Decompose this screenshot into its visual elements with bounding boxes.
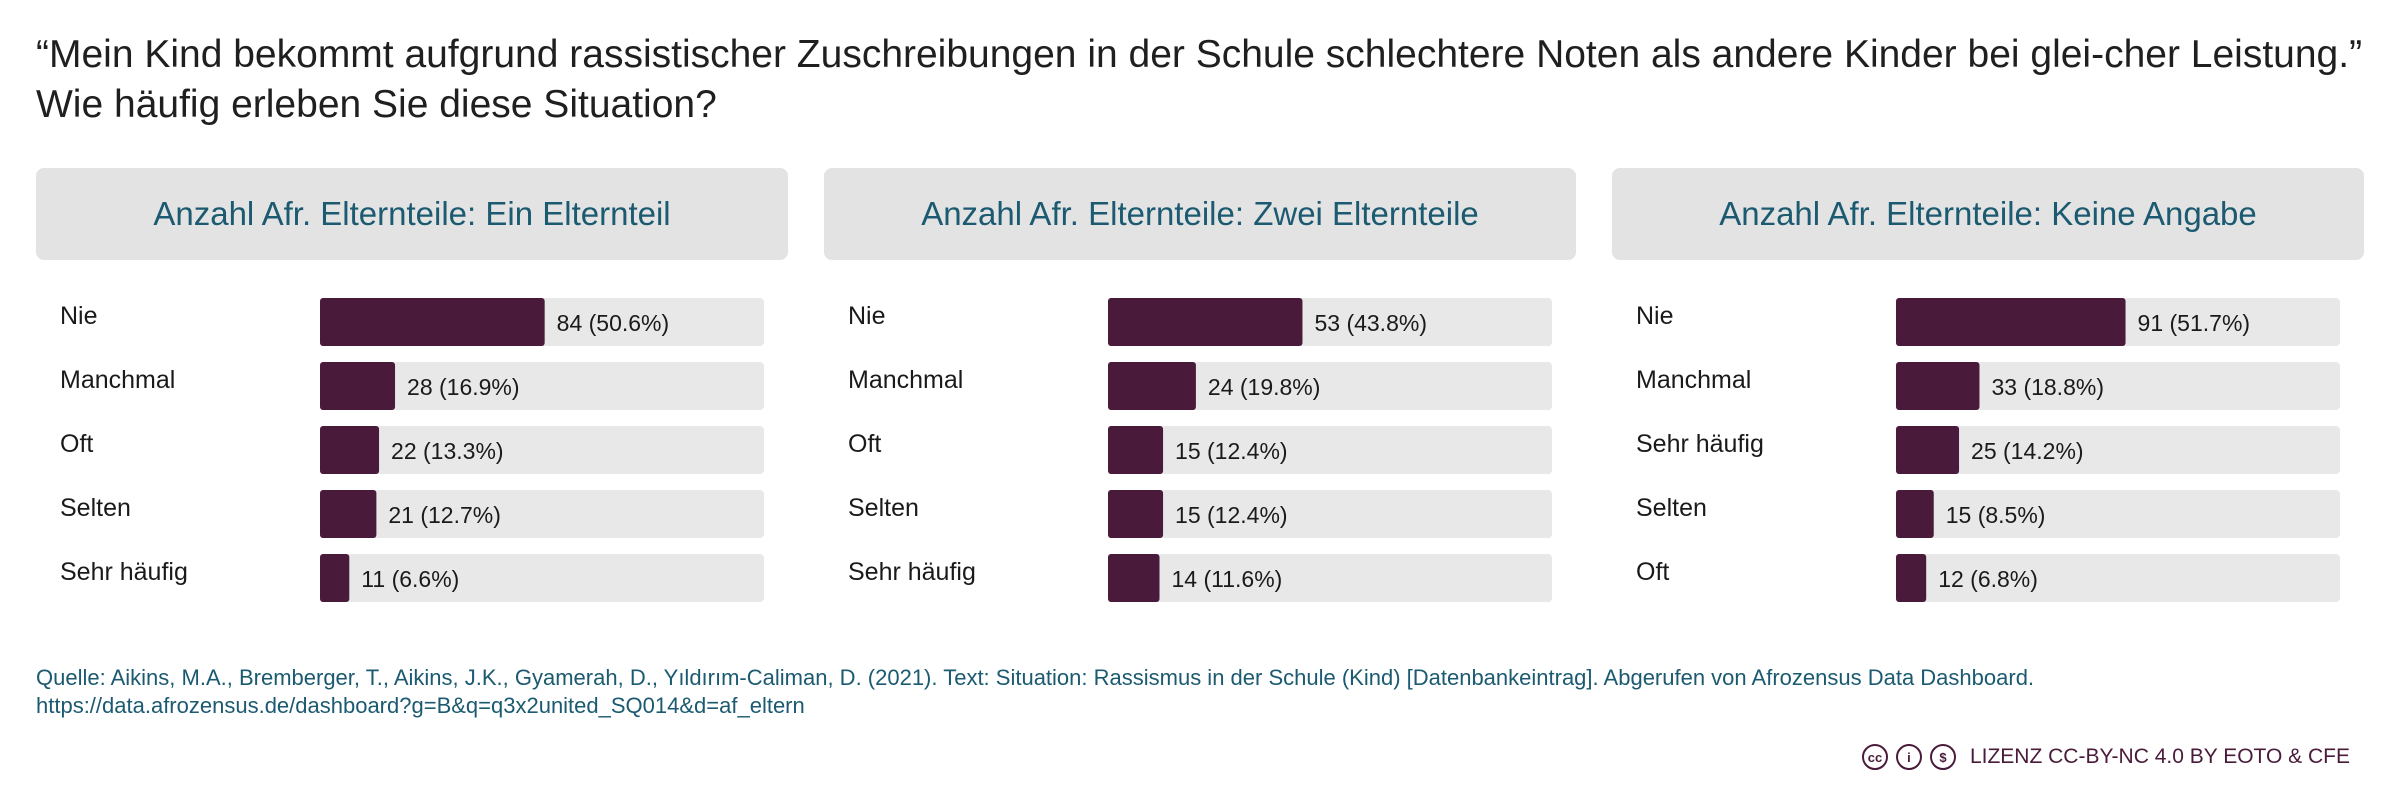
data-label: 84 (50.6%): [557, 310, 670, 336]
bar: [1896, 426, 1960, 474]
category-label: Sehr häufig: [848, 558, 976, 586]
license: cc i $ LIZENZ CC-BY-NC 4.0 BY EOTO & CFE: [1861, 740, 2350, 774]
bar-track: [320, 362, 764, 410]
data-label: 15 (12.4%): [1175, 502, 1288, 528]
data-label: 15 (8.5%): [1946, 502, 2046, 528]
bar: [1896, 554, 1927, 602]
by-icon: i: [1895, 744, 1922, 770]
bar-track: [1896, 426, 2340, 474]
bar: [320, 426, 380, 474]
data-label: 21 (12.7%): [388, 502, 501, 528]
data-label: 53 (43.8%): [1314, 310, 1427, 336]
category-label: Selten: [60, 494, 131, 522]
bar: [320, 554, 350, 602]
category-label: Sehr häufig: [60, 558, 188, 586]
bar: [1896, 362, 1980, 410]
panel-ein-elternteil: Anzahl Afr. Elternteile: Ein Elternteil …: [36, 168, 788, 618]
data-label: 14 (11.6%): [1172, 566, 1283, 592]
nc-icon: $: [1929, 744, 1956, 770]
bar: [1896, 490, 1934, 538]
category-label: Nie: [848, 302, 886, 330]
panel-header: Anzahl Afr. Elternteile: Zwei Elternteil…: [824, 168, 1576, 260]
data-label: 11 (6.6%): [361, 566, 459, 592]
panel-keine-angabe: Anzahl Afr. Elternteile: Keine Angabe Ni…: [1612, 168, 2364, 618]
data-label: 28 (16.9%): [407, 374, 520, 400]
bar-track: [1108, 490, 1552, 538]
panel-header: Anzahl Afr. Elternteile: Keine Angabe: [1612, 168, 2364, 260]
chart-title: “Mein Kind bekommt aufgrund rassistische…: [36, 33, 2363, 126]
bar-track: [320, 490, 764, 538]
category-label: Nie: [1636, 302, 1674, 330]
category-label: Manchmal: [60, 366, 175, 394]
data-label: 91 (51.7%): [2138, 310, 2251, 336]
bar-track: [1108, 426, 1552, 474]
bar: [320, 298, 545, 346]
bar: [320, 490, 377, 538]
bar: [320, 362, 396, 410]
category-label: Oft: [60, 430, 93, 458]
bar-track: [1896, 362, 2340, 410]
category-label: Manchmal: [1636, 366, 1751, 394]
data-label: 15 (12.4%): [1175, 438, 1288, 464]
category-label: Selten: [848, 494, 919, 522]
category-label: Nie: [60, 302, 98, 330]
data-label: 25 (14.2%): [1971, 438, 2084, 464]
bar: [1108, 298, 1303, 346]
data-label: 24 (19.8%): [1208, 374, 1321, 400]
bar-chart: Nie 53 (43.8%) Manchmal 24 (19.8%) Oft 15 (12…: [848, 298, 1552, 602]
category-label: Sehr häufig: [1636, 430, 1764, 458]
category-label: Manchmal: [848, 366, 963, 394]
bar-track: [1108, 362, 1552, 410]
data-label: 33 (18.8%): [1991, 374, 2104, 400]
cc-icon: cc: [1861, 744, 1888, 770]
license-text: LIZENZ CC-BY-NC 4.0 BY EOTO & CFE: [1969, 745, 2350, 768]
category-label: Oft: [848, 430, 881, 458]
bar: [1108, 426, 1164, 474]
bar: [1108, 490, 1164, 538]
category-label: Selten: [1636, 494, 1707, 522]
bar: [1108, 554, 1160, 602]
bar: [1108, 362, 1196, 410]
data-label: 12 (6.8%): [1938, 566, 2038, 592]
bar-track: [1896, 490, 2340, 538]
category-label: Oft: [1636, 558, 1669, 586]
bar-track: [1108, 554, 1552, 602]
data-label: 22 (13.3%): [391, 438, 504, 464]
bar: [1896, 298, 2126, 346]
bar-track: [320, 554, 764, 602]
panel-header: Anzahl Afr. Elternteile: Ein Elternteil: [36, 168, 788, 260]
source-citation: Quelle: Aikins, M.A., Bremberger, T., Ai…: [36, 665, 2035, 718]
bar-chart: Nie 84 (50.6%) Manchmal 28 (16.9%) Oft 22 (13…: [60, 298, 764, 602]
bar-chart: Nie 91 (51.7%) Manchmal 33 (18.8%) Sehr häuf…: [1636, 298, 2340, 602]
panel-zwei-elternteile: Anzahl Afr. Elternteile: Zwei Elternteil…: [824, 168, 1576, 618]
bar-track: [320, 426, 764, 474]
bar-track: [1896, 554, 2340, 602]
